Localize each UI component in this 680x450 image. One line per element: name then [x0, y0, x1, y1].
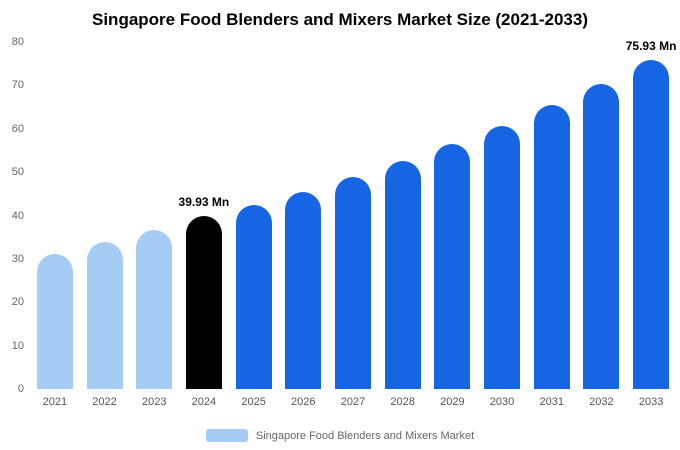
- bar: [36, 253, 73, 389]
- x-tick-label: 2029: [440, 396, 465, 408]
- bars: 39.93 Mn 75.93 Mn: [30, 38, 677, 389]
- bar-column: 75.93 Mn: [625, 38, 677, 389]
- y-tick-label: 30: [11, 252, 24, 265]
- bar: [285, 192, 322, 389]
- plot-area: 39.93 Mn 75.93 Mn: [30, 38, 677, 389]
- bar-column: [527, 42, 577, 389]
- bar: [185, 215, 222, 389]
- bar-column: [129, 42, 179, 389]
- y-axis: 0 10 20 30 40 50 60 70 80: [0, 36, 26, 395]
- x-axis: 2021 2022 2023 2024 2025 2026 2027 2028 2029 2030…: [30, 396, 676, 408]
- bar: [434, 143, 471, 389]
- x-tick-label: 2028: [390, 396, 415, 408]
- bar: [633, 59, 670, 389]
- y-tick-label: 10: [11, 339, 24, 352]
- bar: [235, 205, 272, 389]
- x-tick-label: 2027: [340, 396, 366, 408]
- bar: [86, 241, 123, 389]
- bar-column: [428, 42, 478, 389]
- legend: Singapore Food Blenders and Mixers Marke…: [0, 429, 680, 442]
- bar-value-label: 75.93 Mn: [625, 38, 677, 53]
- y-tick-label: 0: [17, 383, 24, 395]
- bar-column: 39.93 Mn: [179, 42, 229, 389]
- x-tick-label: 2033: [638, 396, 664, 408]
- y-tick-label: 20: [11, 296, 24, 309]
- x-tick-label: 2025: [241, 396, 266, 408]
- bar-value-label: 39.93 Mn: [178, 194, 230, 209]
- legend-swatch: [205, 429, 248, 442]
- bar: [583, 83, 620, 389]
- bar-column: [30, 42, 80, 389]
- bar: [484, 126, 521, 389]
- x-tick-label: 2031: [539, 396, 564, 408]
- x-tick-label: 2023: [141, 396, 167, 408]
- y-tick-label: 80: [11, 36, 24, 48]
- bar-column: [328, 42, 378, 389]
- bar: [334, 176, 371, 389]
- bar-column: [378, 42, 428, 389]
- bar: [136, 230, 173, 389]
- bar-column: [80, 42, 130, 389]
- x-tick-label: 2026: [291, 396, 316, 408]
- x-tick-label: 2032: [589, 396, 614, 408]
- y-tick-label: 70: [11, 79, 24, 92]
- bar-column: [577, 42, 627, 389]
- bar-column: [229, 42, 279, 389]
- x-tick-label: 2030: [489, 396, 515, 408]
- bar: [533, 104, 570, 389]
- y-tick-label: 50: [11, 166, 24, 179]
- bar-column: [477, 42, 527, 389]
- y-tick-label: 60: [11, 122, 24, 135]
- x-tick-label: 2024: [191, 396, 217, 408]
- x-tick-label: 2021: [42, 396, 68, 408]
- y-tick-label: 40: [11, 209, 24, 222]
- bar-column: [278, 42, 328, 389]
- bar: [384, 161, 421, 389]
- legend-label: Singapore Food Blenders and Mixers Marke…: [255, 429, 475, 442]
- x-tick-label: 2022: [92, 396, 117, 408]
- chart-title: Singapore Food Blenders and Mixers Marke…: [92, 10, 588, 29]
